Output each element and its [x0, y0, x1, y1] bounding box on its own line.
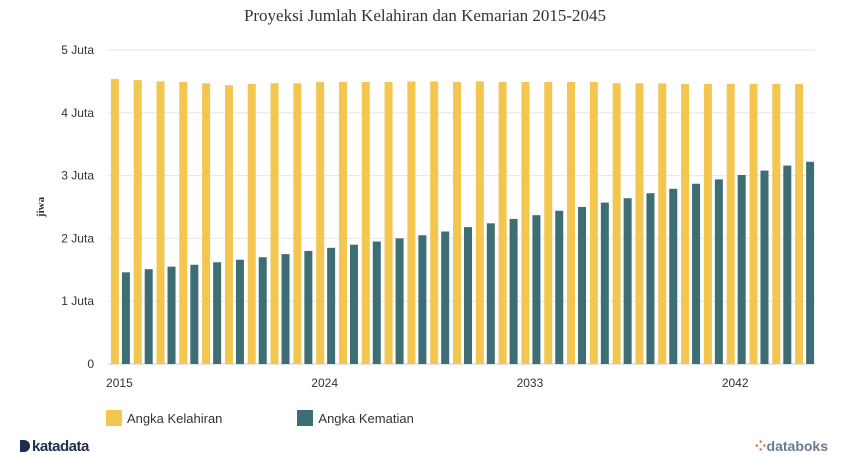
x-tick-label: 2015: [106, 376, 133, 390]
bar-kelahiran: [567, 82, 576, 364]
bar-kematian: [441, 231, 450, 364]
bar-kelahiran: [293, 83, 302, 364]
y-tick-label: 0: [87, 357, 94, 371]
bar-kematian: [304, 250, 313, 364]
bar-kelahiran: [430, 81, 439, 365]
bar-kematian: [167, 266, 176, 364]
bar-kematian: [349, 244, 358, 364]
bar-kelahiran: [453, 82, 461, 364]
bar-kelahiran: [224, 85, 233, 364]
bar-kelahiran: [156, 81, 165, 365]
legend: Angka Kelahiran Angka Kematian: [106, 410, 489, 426]
bar-kelahiran: [498, 82, 507, 364]
legend-label-kelahiran: Angka Kelahiran: [127, 410, 223, 426]
bar-kematian: [372, 241, 381, 364]
bar-kematian: [395, 238, 404, 364]
y-tick-label: 3 Juta: [61, 169, 94, 183]
bar-kelahiran: [338, 82, 347, 364]
bar-kelahiran: [703, 83, 712, 365]
bar-kelahiran: [521, 82, 530, 364]
bar-kelahiran: [475, 81, 484, 365]
bar-kelahiran: [749, 83, 758, 365]
bar-kematian: [669, 188, 678, 364]
bar-kelahiran: [361, 82, 370, 364]
bar-kematian: [623, 198, 632, 364]
bar-kelahiran: [544, 82, 553, 364]
databoks-logo[interactable]: ⁘databoks: [755, 438, 828, 455]
bar-kelahiran: [247, 83, 256, 365]
bar-kematian: [327, 247, 336, 364]
bar-kematian: [464, 227, 472, 364]
x-tick-label: 2033: [517, 376, 544, 390]
y-tick-label: 2 Juta: [61, 231, 94, 245]
bar-kematian: [646, 193, 655, 364]
bar-kematian: [806, 161, 815, 364]
bar-kelahiran: [202, 83, 211, 364]
databoks-mark-icon: ⁘: [754, 438, 767, 454]
y-axis-label: jiwa: [35, 196, 47, 218]
bar-kelahiran: [681, 83, 690, 365]
bar-kematian: [144, 269, 153, 364]
x-tick-label: 2042: [722, 376, 749, 390]
katadata-logo-text: katadata: [32, 438, 89, 455]
bar-kematian: [258, 257, 267, 364]
legend-item-kematian[interactable]: Angka Kematian: [297, 410, 414, 426]
bar-kelahiran: [270, 83, 279, 364]
bar-kematian: [692, 183, 701, 364]
bar-kelahiran: [658, 83, 667, 364]
bar-kematian: [578, 207, 587, 364]
bar-kelahiran: [110, 78, 119, 364]
katadata-mark-icon: [20, 440, 30, 452]
bar-kelahiran: [726, 83, 735, 365]
bar-kelahiran: [316, 82, 325, 364]
bar-kelahiran: [179, 82, 188, 364]
y-tick-label: 5 Juta: [61, 43, 94, 57]
bar-kelahiran: [133, 80, 142, 365]
bar-kematian: [213, 262, 222, 364]
bar-kematian: [486, 223, 495, 364]
bar-kematian: [190, 264, 199, 364]
bar-kematian: [760, 170, 769, 364]
bar-kematian: [555, 210, 564, 364]
bar-kematian: [509, 218, 518, 364]
bar-kematian: [714, 179, 723, 364]
legend-item-kelahiran[interactable]: Angka Kelahiran: [106, 410, 222, 426]
y-tick-label: 4 Juta: [61, 106, 94, 120]
legend-label-kematian: Angka Kematian: [318, 410, 414, 426]
legend-swatch-kelahiran: [106, 410, 122, 426]
databoks-logo-text: databoks: [766, 438, 828, 454]
y-tick-label: 1 Juta: [61, 294, 94, 308]
bar-kematian: [532, 215, 541, 364]
bar-kematian: [737, 174, 746, 364]
bar-kelahiran: [384, 82, 393, 364]
bar-kelahiran: [772, 83, 781, 365]
bar-kematian: [418, 235, 427, 364]
bar-kelahiran: [589, 82, 598, 364]
bar-kelahiran: [612, 83, 621, 364]
bar-kematian: [281, 254, 290, 364]
bar-kelahiran: [795, 83, 804, 365]
katadata-logo[interactable]: katadata: [20, 438, 89, 455]
x-tick-label: 2024: [311, 376, 338, 390]
bar-kematian: [600, 202, 609, 364]
bar-kematian: [121, 272, 130, 364]
bar-kelahiran: [407, 81, 416, 365]
legend-swatch-kematian: [297, 410, 314, 426]
bar-kematian: [235, 259, 244, 364]
bar-kelahiran: [635, 83, 644, 364]
bar-kematian: [783, 165, 792, 364]
chart-title: Proyeksi Jumlah Kelahiran dan Kemarian 2…: [243, 6, 607, 25]
